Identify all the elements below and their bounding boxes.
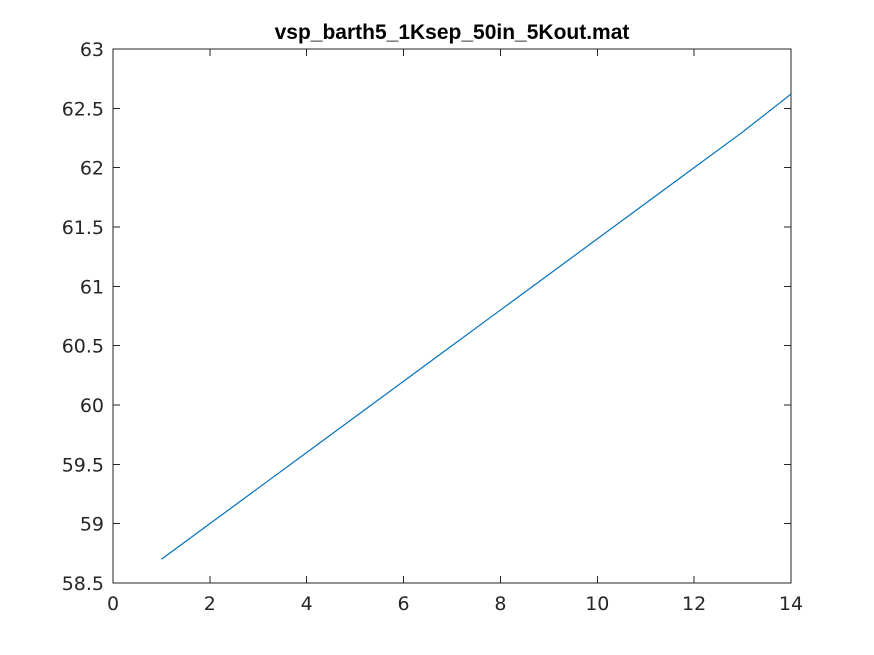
x-tick-label: 14 [779, 593, 803, 615]
x-tick-label: 12 [682, 593, 706, 615]
series-line [161, 93, 792, 560]
y-tick-label: 58.5 [62, 573, 104, 595]
y-tick-label: 60.5 [62, 336, 104, 358]
x-tick-label: 8 [494, 593, 506, 615]
axes-box [112, 48, 792, 584]
axes: 0 2 4 6 8 10 12 14 58.5 59 59.5 60 60.5 61 61.5 62 62.5 6… [62, 39, 803, 615]
y-tick-label: 63 [80, 39, 104, 61]
chart-title: vsp_barth5_1Ksep_50in_5Kout.mat [275, 21, 630, 44]
y-tick-label: 59 [80, 514, 104, 536]
x-tick-label: 0 [107, 593, 119, 615]
y-tick-label: 60 [80, 395, 104, 417]
plot-area [161, 93, 792, 560]
x-tick-label: 10 [585, 593, 609, 615]
x-tick-label: 6 [398, 593, 410, 615]
y-tick-label: 62.5 [62, 98, 104, 120]
x-tick-label: 4 [301, 593, 313, 615]
y-tick-label: 62 [80, 158, 104, 180]
y-tick-label: 59.5 [62, 454, 104, 476]
y-tick-label: 61 [80, 276, 104, 298]
y-tick-label: 61.5 [62, 217, 104, 239]
x-tick-label: 2 [204, 593, 216, 615]
